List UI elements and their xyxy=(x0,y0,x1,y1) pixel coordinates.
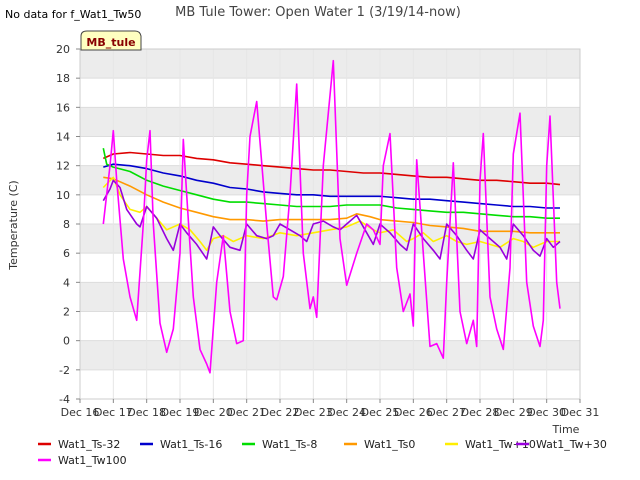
y-tick-label: 8 xyxy=(63,218,70,231)
y-tick-label: 2 xyxy=(63,306,70,319)
y-tick-label: 14 xyxy=(56,131,70,144)
y-tick-label: 16 xyxy=(56,101,70,114)
x-tick-label: Dec 28 xyxy=(461,406,500,419)
site-badge-label: MB_tule xyxy=(86,36,135,49)
x-tick-label: Dec 29 xyxy=(494,406,533,419)
y-tick-label: -2 xyxy=(59,364,70,377)
legend-item: Wat1_Ts-32 xyxy=(38,438,120,451)
x-axis-label: Time xyxy=(552,423,580,436)
legend-label: Wat1_Ts-8 xyxy=(262,438,317,451)
legend-item: Wat1_Ts-16 xyxy=(140,438,222,451)
x-tick-label: Dec 30 xyxy=(527,406,566,419)
legend-label: Wat1_Ts-16 xyxy=(160,438,222,451)
legend-item: Wat1_Ts0 xyxy=(344,438,415,451)
x-tick-label: Dec 27 xyxy=(427,406,466,419)
background-band xyxy=(80,282,580,312)
y-tick-label: 18 xyxy=(56,72,70,85)
legend-label: Wat1_Ts0 xyxy=(364,438,415,451)
y-tick-label: -4 xyxy=(59,393,70,406)
y-tick-label: 12 xyxy=(56,160,70,173)
legend-item: Wat1_Tw100 xyxy=(38,454,127,467)
x-tick-label: Dec 20 xyxy=(194,406,233,419)
legend-item: Wat1_Tw+30 xyxy=(516,438,607,451)
legend-item: Wat1_Ts-8 xyxy=(242,438,317,451)
x-tick-label: Dec 23 xyxy=(294,406,333,419)
background-band xyxy=(80,49,580,79)
legend-label: Wat1_Ts-32 xyxy=(58,438,120,451)
x-tick-label: Dec 18 xyxy=(127,406,166,419)
background-band xyxy=(80,224,580,254)
y-tick-label: 10 xyxy=(56,189,70,202)
y-axis-label: Temperature (C) xyxy=(7,180,20,270)
y-tick-label: 6 xyxy=(63,247,70,260)
y-tick-label: 4 xyxy=(63,276,70,289)
x-tick-label: Dec 22 xyxy=(261,406,300,419)
legend-label: Wat1_Tw100 xyxy=(58,454,127,467)
legend-label: Wat1_Tw+10 xyxy=(465,438,536,451)
y-axis-ticks: -4 -2 0 2 4 6 8 10 12 14 16 18 20 xyxy=(56,43,80,406)
series-line-wat1-tw-10 xyxy=(102,176,560,252)
x-tick-label: Dec 24 xyxy=(327,406,366,419)
y-tick-label: 20 xyxy=(56,43,70,56)
x-tick-label: Dec 26 xyxy=(394,406,433,419)
chart-title: MB Tule Tower: Open Water 1 (3/19/14-now… xyxy=(175,5,461,20)
background-band xyxy=(80,340,580,370)
background-band xyxy=(80,107,580,137)
legend-label: Wat1_Tw+30 xyxy=(536,438,607,451)
x-tick-label: Dec 25 xyxy=(361,406,400,419)
site-badge-tab xyxy=(80,30,142,51)
x-tick-label: Dec 16 xyxy=(61,406,100,419)
series-line-wat1-tw-30 xyxy=(102,179,561,260)
x-tick-label: Dec 17 xyxy=(94,406,133,419)
series-line-wat1-tw100 xyxy=(102,59,561,374)
series-layer xyxy=(102,59,561,374)
no-data-note: No data for f_Wat1_Tw50 xyxy=(5,8,141,21)
x-tick-label: Dec 31 xyxy=(561,406,600,419)
x-tick-label: Dec 19 xyxy=(161,406,200,419)
legend: Wat1_Ts-32 Wat1_Ts-16 Wat1_Ts-8 Wat1_Ts0 Wat… xyxy=(38,438,607,467)
site-badge: MB_tule xyxy=(80,30,142,51)
x-tick-label: Dec 21 xyxy=(227,406,266,419)
y-tick-label: 0 xyxy=(63,335,70,348)
legend-item: Wat1_Tw+10 xyxy=(445,438,536,451)
